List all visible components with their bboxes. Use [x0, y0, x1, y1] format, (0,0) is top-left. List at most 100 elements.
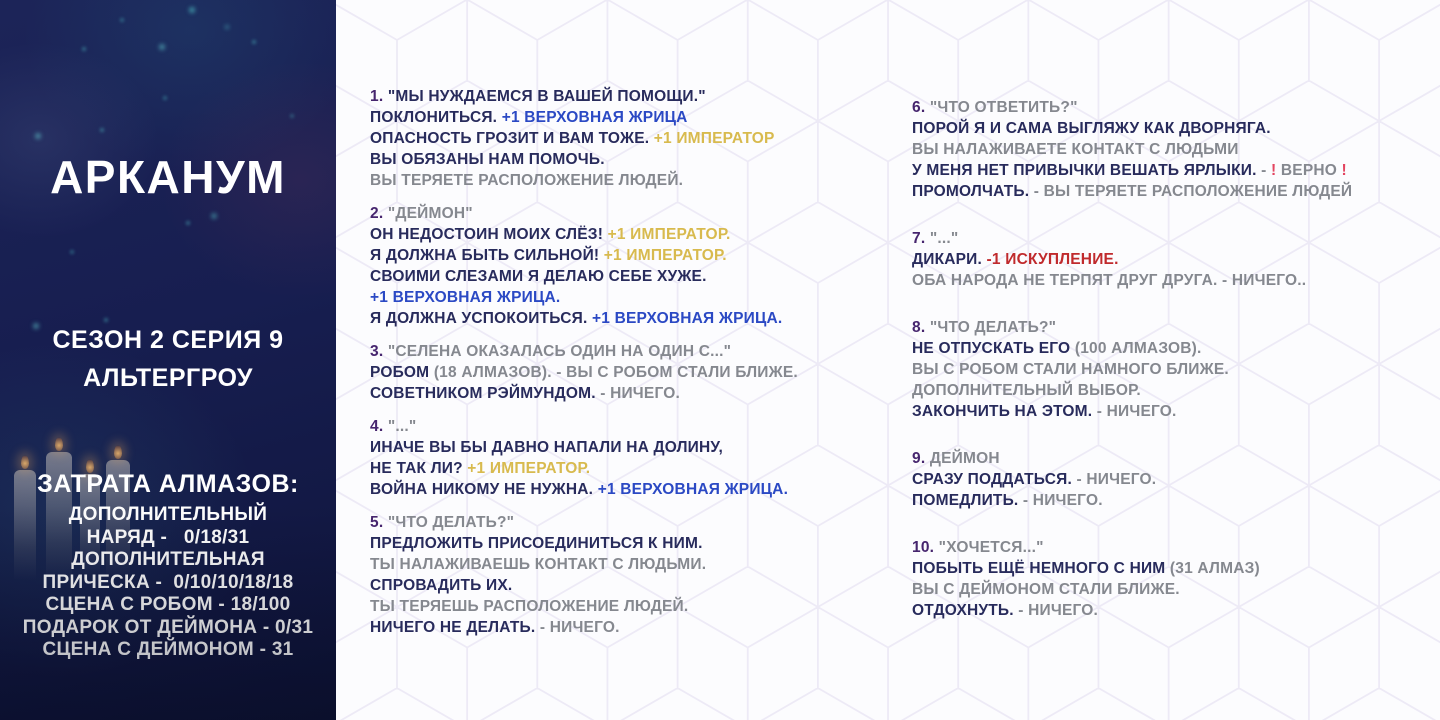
choice-text-segment: - ВЫ ТЕРЯЕТЕ РАСПОЛОЖЕНИЕ ЛЮДЕЙ [1029, 183, 1353, 200]
choices-column-1: 1. "МЫ НУЖДАЕМСЯ В ВАШЕЙ ПОМОЩИ." ПОКЛОНИ… [370, 86, 798, 650]
choices-column-2: 6. "ЧТО ОТВЕТИТЬ?" ПОРОЙ Я И САМА ВЫГЛЯЖУ… [912, 97, 1352, 647]
choice-line: ПОМЕДЛИТЬ. - НИЧЕГО. [912, 490, 1352, 511]
choices-panel: 1. "МЫ НУЖДАЕМСЯ В ВАШЕЙ ПОМОЩИ." ПОКЛОНИ… [336, 0, 1440, 720]
candle-decoration [80, 474, 100, 578]
choice-header-line: 8. "ЧТО ДЕЛАТЬ?" [912, 317, 1352, 338]
choice-text-segment: +1 ИМПЕРАТОР. [599, 247, 727, 264]
choice-text-segment: - НИЧЕГО. [1018, 492, 1103, 509]
diamond-costs-list: ДОПОЛНИТЕЛЬНЫЙ НАРЯД - 0/18/31 ДОПОЛНИТЕЛЬ… [0, 504, 336, 662]
choice-item: 8. "ЧТО ДЕЛАТЬ?" НЕ ОТПУСКАТЬ ЕГО (100 АЛ… [912, 317, 1352, 422]
diamond-cost-line: ДОПОЛНИТЕЛЬНАЯ [71, 549, 265, 570]
choice-number: 10. [912, 539, 939, 556]
choice-header-line: 2. "ДЕЙМОН" [370, 203, 798, 224]
choice-item: 3. "СЕЛЕНА ОКАЗАЛАСЬ ОДИН НА ОДИН С..." Р… [370, 341, 798, 404]
choice-line: ПРОМОЛЧАТЬ. - ВЫ ТЕРЯЕТЕ РАСПОЛОЖЕНИЕ ЛЮ… [912, 181, 1352, 202]
choice-text-segment: ПОБЫТЬ ЕЩЁ НЕМНОГО С НИМ [912, 560, 1166, 577]
candle-flame-icon [86, 459, 94, 473]
choice-text-segment: ПОКЛОНИТЬСЯ. [370, 109, 498, 126]
choice-item: 5. "ЧТО ДЕЛАТЬ?" ПРЕДЛОЖИТЬ ПРИСОЕДИНИТЬС… [370, 512, 798, 638]
choice-number: 3. [370, 343, 388, 360]
choice-text-segment: ПРЕДЛОЖИТЬ ПРИСОЕДИНИТЬСЯ К НИМ. [370, 535, 703, 552]
choice-number: 2. [370, 205, 388, 222]
choice-number: 6. [912, 99, 930, 116]
choice-text-segment: +1 ИМПЕРАТОР. [462, 460, 591, 477]
choice-line: ВОЙНА НИКОМУ НЕ НУЖНА. +1 ВЕРХОВНАЯ ЖРИЦ… [370, 479, 798, 500]
choice-text-segment: - НИЧЕГО. [1092, 403, 1177, 420]
choice-line: ПОРОЙ Я И САМА ВЫГЛЯЖУ КАК ДВОРНЯГА. [912, 118, 1352, 139]
choice-line: ОТДОХНУТЬ. - НИЧЕГО. [912, 600, 1352, 621]
choice-text-segment: ТЫ НАЛАЖИВАЕШЬ КОНТАКТ С ЛЮДЬМИ. [370, 556, 707, 573]
choice-text-segment: ДИКАРИ. [912, 251, 983, 268]
choice-line: НИЧЕГО НЕ ДЕЛАТЬ. - НИЧЕГО. [370, 617, 798, 638]
choice-line: ВЫ С ДЕЙМОНОМ СТАЛИ БЛИЖЕ. [912, 579, 1352, 600]
choice-number: 8. [912, 319, 930, 336]
choice-line: ОБА НАРОДА НЕ ТЕРПЯТ ДРУГ ДРУГА. - НИЧЕГ… [912, 270, 1352, 291]
choice-text-segment: ВЫ НАЛАЖИВАЕТЕ КОНТАКТ С ЛЮДЬМИ [912, 141, 1239, 158]
choice-header-line: 9. ДЕЙМОН [912, 448, 1352, 469]
choice-text-segment: ОБА НАРОДА НЕ ТЕРПЯТ ДРУГ ДРУГА. - НИЧЕГ… [912, 272, 1307, 289]
diamond-cost-line: ПРИЧЕСКА - 0/10/10/18/18 [42, 571, 294, 593]
choice-text-segment: ОН НЕДОСТОИН МОИХ СЛЁЗ! [370, 226, 604, 243]
choice-text-segment: ОТДОХНУТЬ. [912, 602, 1014, 619]
choice-text-segment: "..." [929, 230, 959, 247]
choice-line: У МЕНЯ НЕТ ПРИВЫЧКИ ВЕШАТЬ ЯРЛЫКИ. - ! В… [912, 160, 1352, 181]
choice-text-segment: - НИЧЕГО. [535, 619, 620, 636]
candle-flame-icon [55, 437, 63, 451]
choice-line: ВЫ ОБЯЗАНЫ НАМ ПОМОЧЬ. [370, 149, 798, 170]
diamond-costs-title: ЗАТРАТА АЛМАЗОВ: [37, 470, 299, 498]
choice-text-segment: ! [1341, 162, 1347, 179]
choice-text-segment: Я ДОЛЖНА БЫТЬ СИЛЬНОЙ! [370, 247, 600, 264]
choice-line: ПРЕДЛОЖИТЬ ПРИСОЕДИНИТЬСЯ К НИМ. [370, 533, 798, 554]
choice-line: НЕ ОТПУСКАТЬ ЕГО (100 АЛМАЗОВ). [912, 338, 1352, 359]
choice-header-line: 6. "ЧТО ОТВЕТИТЬ?" [912, 97, 1352, 118]
choice-text-segment: ПОМЕДЛИТЬ. [912, 492, 1019, 509]
choice-line: ОПАСНОСТЬ ГРОЗИТ И ВАМ ТОЖЕ. +1 ИМПЕРАТО… [370, 128, 798, 149]
choice-number: 9. [912, 450, 930, 467]
choice-line: ЗАКОНЧИТЬ НА ЭТОМ. - НИЧЕГО. [912, 401, 1352, 422]
choice-number: 5. [370, 514, 388, 531]
choice-number: 7. [912, 230, 930, 247]
choice-line: Я ДОЛЖНА БЫТЬ СИЛЬНОЙ! +1 ИМПЕРАТОР. [370, 245, 798, 266]
choice-text-segment: ТЫ ТЕРЯЕШЬ РАСПОЛОЖЕНИЕ ЛЮДЕЙ. [370, 598, 689, 615]
choice-item: 1. "МЫ НУЖДАЕМСЯ В ВАШЕЙ ПОМОЩИ." ПОКЛОНИ… [370, 86, 798, 191]
choice-text-segment: РОБОМ [370, 364, 430, 381]
choice-text-segment: +1 ВЕРХОВНАЯ ЖРИЦА. [587, 310, 783, 327]
choice-text-segment: ВОЙНА НИКОМУ НЕ НУЖНА. [370, 481, 594, 498]
sidebar: АРКАНУМ СЕЗОН 2 СЕРИЯ 9 АЛЬТЕРГРОУ ЗАТРА… [0, 0, 336, 720]
candle-decoration [46, 452, 72, 582]
choice-text-segment: ВЫ ОБЯЗАНЫ НАМ ПОМОЧЬ. [370, 151, 605, 168]
choice-text-segment: ВЫ ТЕРЯЕТЕ РАСПОЛОЖЕНИЕ ЛЮДЕЙ. [370, 172, 684, 189]
choice-text-segment: (100 АЛМАЗОВ). [1070, 340, 1202, 357]
diamond-cost-line: СЦЕНА С ДЕЙМОНОМ - 31 [42, 639, 294, 660]
choice-text-segment: +1 ВЕРХОВНАЯ ЖРИЦА. [593, 481, 789, 498]
choice-text-segment: "ЧТО ДЕЛАТЬ?" [929, 319, 1057, 336]
choice-line: ПОКЛОНИТЬСЯ. +1 ВЕРХОВНАЯ ЖРИЦА [370, 107, 798, 128]
candle-flame-icon [114, 445, 122, 459]
diamond-cost-line: СЦЕНА С РОБОМ - 18/100 [45, 594, 291, 615]
choice-text-segment: НЕ ОТПУСКАТЬ ЕГО [912, 340, 1071, 357]
season-label: СЕЗОН 2 СЕРИЯ 9 [52, 326, 284, 354]
diamond-cost-line: НАРЯД - 0/18/31 [86, 526, 250, 548]
choice-text-segment: (31 АЛМАЗ) [1165, 560, 1260, 577]
choice-header-line: 5. "ЧТО ДЕЛАТЬ?" [370, 512, 798, 533]
choice-text-segment: +1 ИМПЕРАТОР [649, 130, 775, 147]
diamond-cost-line: ПОДАРОК ОТ ДЕЙМОНА - 0/31 [22, 616, 314, 638]
choice-text-segment: Я ДОЛЖНА УСПОКОИТЬСЯ. [370, 310, 588, 327]
choice-text-segment: "ХОЧЕТСЯ..." [938, 539, 1044, 556]
choice-number: 4. [370, 418, 388, 435]
choice-text-segment: "..." [387, 418, 417, 435]
choice-text-segment: - НИЧЕГО. [1072, 471, 1157, 488]
choice-line: ИНАЧЕ ВЫ БЫ ДАВНО НАПАЛИ НА ДОЛИНУ, [370, 437, 798, 458]
choice-text-segment: "ЧТО ОТВЕТИТЬ?" [929, 99, 1078, 116]
choice-line: СПРОВАДИТЬ ИХ. [370, 575, 798, 596]
candle-decoration [14, 470, 36, 580]
firefly-dots-decoration [0, 0, 4, 4]
choice-line: ДИКАРИ. -1 ИСКУПЛЕНИЕ. [912, 249, 1352, 270]
choice-line: ВЫ НАЛАЖИВАЕТЕ КОНТАКТ С ЛЮДЬМИ [912, 139, 1352, 160]
choice-line: НЕ ТАК ЛИ? +1 ИМПЕРАТОР. [370, 458, 798, 479]
choice-text-segment: +1 ВЕРХОВНАЯ ЖРИЦА [497, 109, 688, 126]
choice-text-segment: "ЧТО ДЕЛАТЬ?" [387, 514, 515, 531]
choice-item: 9. ДЕЙМОН СРАЗУ ПОДДАТЬСЯ. - НИЧЕГО. ПОМЕД… [912, 448, 1352, 511]
choice-text-segment: У МЕНЯ НЕТ ПРИВЫЧКИ ВЕШАТЬ ЯРЛЫКИ. [912, 162, 1257, 179]
